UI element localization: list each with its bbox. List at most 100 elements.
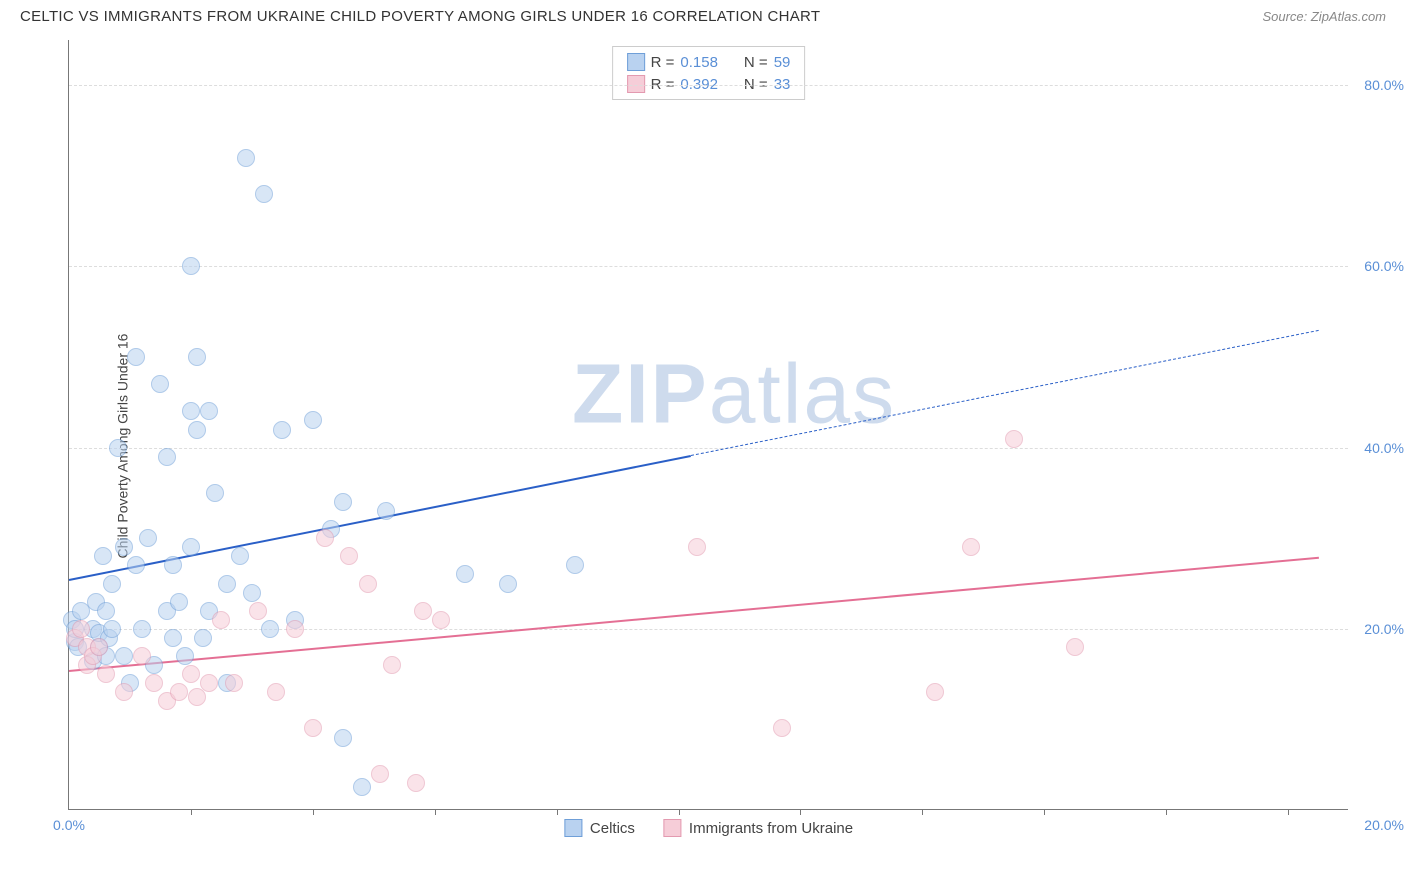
data-point-celtics bbox=[164, 556, 182, 574]
data-point-ukraine bbox=[212, 611, 230, 629]
data-point-celtics bbox=[151, 375, 169, 393]
n-label: N = bbox=[744, 54, 768, 71]
data-point-celtics bbox=[97, 602, 115, 620]
data-point-ukraine bbox=[773, 719, 791, 737]
data-point-celtics bbox=[127, 556, 145, 574]
x-tick-mark bbox=[435, 809, 436, 815]
data-point-celtics bbox=[334, 729, 352, 747]
data-point-ukraine bbox=[926, 683, 944, 701]
legend-swatch bbox=[627, 53, 645, 71]
data-point-ukraine bbox=[304, 719, 322, 737]
data-point-celtics bbox=[243, 584, 261, 602]
legend-swatch bbox=[564, 819, 582, 837]
x-tick-mark bbox=[800, 809, 801, 815]
x-tick-mark bbox=[557, 809, 558, 815]
legend-swatch bbox=[663, 819, 681, 837]
legend-stat-row: R =0.158N =59 bbox=[613, 51, 805, 73]
legend-label: Immigrants from Ukraine bbox=[689, 820, 853, 837]
data-point-ukraine bbox=[688, 538, 706, 556]
legend-series: Celtics Immigrants from Ukraine bbox=[564, 819, 853, 837]
data-point-celtics bbox=[499, 575, 517, 593]
data-point-celtics bbox=[188, 421, 206, 439]
x-tick-label: 0.0% bbox=[53, 817, 85, 833]
x-tick-mark bbox=[313, 809, 314, 815]
data-point-celtics bbox=[255, 185, 273, 203]
data-point-celtics bbox=[377, 502, 395, 520]
data-point-ukraine bbox=[359, 575, 377, 593]
data-point-celtics bbox=[188, 348, 206, 366]
y-tick-label: 40.0% bbox=[1364, 440, 1404, 456]
x-tick-mark bbox=[191, 809, 192, 815]
r-label: R = bbox=[651, 76, 675, 93]
y-tick-label: 60.0% bbox=[1364, 258, 1404, 274]
data-point-ukraine bbox=[182, 665, 200, 683]
data-point-ukraine bbox=[383, 656, 401, 674]
data-point-celtics bbox=[139, 529, 157, 547]
data-point-ukraine bbox=[115, 683, 133, 701]
data-point-ukraine bbox=[407, 774, 425, 792]
x-tick-mark bbox=[922, 809, 923, 815]
data-point-celtics bbox=[334, 493, 352, 511]
watermark: ZIPatlas bbox=[572, 345, 896, 442]
data-point-celtics bbox=[231, 547, 249, 565]
data-point-ukraine bbox=[225, 674, 243, 692]
data-point-celtics bbox=[115, 538, 133, 556]
legend-item: Celtics bbox=[564, 819, 635, 837]
y-tick-label: 20.0% bbox=[1364, 621, 1404, 637]
data-point-celtics bbox=[182, 538, 200, 556]
data-point-ukraine bbox=[316, 529, 334, 547]
data-point-ukraine bbox=[145, 674, 163, 692]
x-tick-mark bbox=[1044, 809, 1045, 815]
data-point-celtics bbox=[170, 593, 188, 611]
data-point-ukraine bbox=[432, 611, 450, 629]
data-point-celtics bbox=[273, 421, 291, 439]
data-point-ukraine bbox=[371, 765, 389, 783]
data-point-celtics bbox=[218, 575, 236, 593]
legend-item: Immigrants from Ukraine bbox=[663, 819, 853, 837]
data-point-celtics bbox=[200, 402, 218, 420]
n-label: N = bbox=[744, 76, 768, 93]
r-value: 0.392 bbox=[680, 76, 718, 93]
n-value: 59 bbox=[774, 54, 791, 71]
x-tick-mark bbox=[1288, 809, 1289, 815]
data-point-ukraine bbox=[133, 647, 151, 665]
data-point-ukraine bbox=[90, 638, 108, 656]
source-label: Source: ZipAtlas.com bbox=[1262, 9, 1386, 24]
data-point-celtics bbox=[158, 448, 176, 466]
data-point-celtics bbox=[94, 547, 112, 565]
data-point-celtics bbox=[206, 484, 224, 502]
data-point-ukraine bbox=[249, 602, 267, 620]
data-point-celtics bbox=[261, 620, 279, 638]
data-point-celtics bbox=[164, 629, 182, 647]
n-value: 33 bbox=[774, 76, 791, 93]
legend-stats: R =0.158N =59R =0.392N =33 bbox=[612, 46, 806, 100]
data-point-ukraine bbox=[414, 602, 432, 620]
r-label: R = bbox=[651, 54, 675, 71]
data-point-ukraine bbox=[200, 674, 218, 692]
x-tick-mark bbox=[1166, 809, 1167, 815]
legend-swatch bbox=[627, 75, 645, 93]
data-point-celtics bbox=[566, 556, 584, 574]
data-point-celtics bbox=[456, 565, 474, 583]
gridline bbox=[69, 85, 1348, 86]
x-tick-mark bbox=[679, 809, 680, 815]
data-point-celtics bbox=[194, 629, 212, 647]
data-point-ukraine bbox=[97, 665, 115, 683]
data-point-celtics bbox=[176, 647, 194, 665]
legend-stat-row: R = 0.392 N = 33 bbox=[613, 73, 805, 95]
data-point-celtics bbox=[237, 149, 255, 167]
chart-container: Child Poverty Among Girls Under 16 ZIPat… bbox=[20, 40, 1386, 852]
data-point-ukraine bbox=[340, 547, 358, 565]
data-point-celtics bbox=[304, 411, 322, 429]
data-point-ukraine bbox=[286, 620, 304, 638]
data-point-celtics bbox=[133, 620, 151, 638]
data-point-celtics bbox=[115, 647, 133, 665]
data-point-ukraine bbox=[72, 620, 90, 638]
chart-title: CELTIC VS IMMIGRANTS FROM UKRAINE CHILD … bbox=[20, 8, 820, 25]
data-point-celtics bbox=[127, 348, 145, 366]
data-point-celtics bbox=[182, 402, 200, 420]
gridline bbox=[69, 266, 1348, 267]
y-tick-label: 80.0% bbox=[1364, 77, 1404, 93]
gridline bbox=[69, 448, 1348, 449]
data-point-ukraine bbox=[170, 683, 188, 701]
